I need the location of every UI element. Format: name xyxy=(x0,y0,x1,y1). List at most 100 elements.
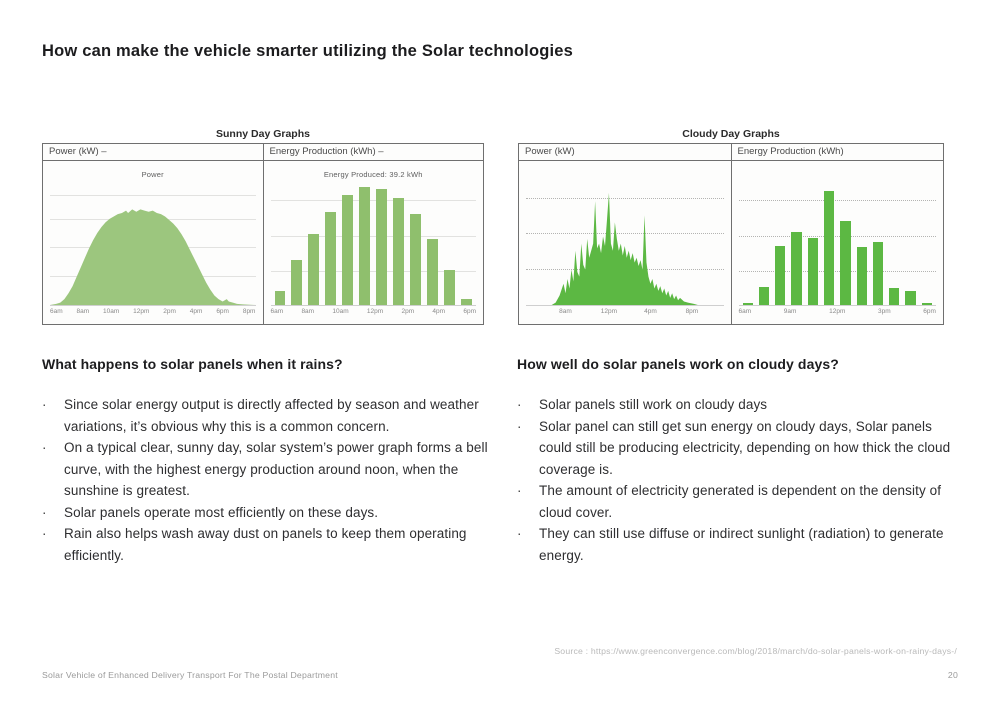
cloudy-energy-plot xyxy=(739,187,937,305)
x-tick-label: 8pm xyxy=(685,308,699,315)
bar xyxy=(444,269,455,305)
gridline xyxy=(526,197,724,199)
x-tick-label: 6pm xyxy=(923,308,936,315)
bullet-marker-icon: · xyxy=(42,397,47,412)
bullet-item: · Solar panel can still get sun energy on… xyxy=(517,416,962,481)
bullet-marker-icon: · xyxy=(517,526,522,541)
cloudy-energy-panel: Energy Production (kWh) 6am 9am 12pm 3pm 6pm xyxy=(731,144,944,324)
cloudy-energy-chart: 6am 9am 12pm 3pm 6pm xyxy=(738,187,937,315)
x-tick-label: 6am xyxy=(270,308,284,315)
bar xyxy=(410,214,422,305)
cloudy-energy-chart-area: 6am 9am 12pm 3pm 6pm xyxy=(732,161,944,324)
gridline xyxy=(270,270,476,272)
cloudy-power-chart-area: 8am 12pm 4pm 8pm xyxy=(519,161,731,324)
x-tick-label: 6pm xyxy=(463,308,476,315)
bar xyxy=(823,190,835,305)
footer-document-title: Solar Vehicle of Enhanced Delivery Trans… xyxy=(42,670,338,680)
sunny-day-figure: Sunny Day Graphs Power (kW) – Power 6am 8… xyxy=(42,128,484,325)
bullet-text: Solar panel can still get sun energy on … xyxy=(539,418,951,477)
x-tick-label: 2pm xyxy=(163,308,176,315)
cloudy-power-panel: Power (kW) 8am 12pm 4pm 8pm xyxy=(519,144,732,324)
x-tick-label: 12pm xyxy=(133,308,150,315)
x-tick-label: 4pm xyxy=(432,308,446,315)
sunny-energy-panel: Energy Production (kWh) – Energy Produce… xyxy=(263,144,484,324)
cloudy-figure-title: Cloudy Day Graphs xyxy=(682,128,780,140)
right-text-column: How well do solar panels work on cloudy … xyxy=(517,356,962,566)
sunny-power-header: Power (kW) – xyxy=(43,144,263,161)
bar xyxy=(905,290,916,305)
x-tick-label: 6pm xyxy=(216,308,229,315)
footer: Solar Vehicle of Enhanced Delivery Trans… xyxy=(42,670,958,680)
sunny-energy-plot xyxy=(271,187,477,305)
cloudy-energy-x-axis: 6am 9am 12pm 3pm 6pm xyxy=(739,308,937,315)
bullet-item: · Rain also helps wash away dust on panel… xyxy=(42,523,504,566)
sunny-energy-x-axis: 6am 8am 10am 12pm 2pm 4pm 6pm xyxy=(271,308,477,315)
x-tick-label: 9am xyxy=(783,308,797,315)
bullet-text: They can still use diffuse or indirect s… xyxy=(539,526,944,563)
bar xyxy=(308,234,320,305)
bar xyxy=(742,302,753,305)
bar xyxy=(427,238,439,305)
bullet-text: Solar panels still work on cloudy days xyxy=(539,397,768,412)
source-citation: Source : https://www.greenconvergence.co… xyxy=(554,646,957,656)
x-tick-label: 6am xyxy=(738,308,752,315)
cloudy-day-figure: Cloudy Day Graphs Power (kW) 8am 12pm 4pm 8… xyxy=(518,128,944,325)
x-tick-label: 4pm xyxy=(189,308,203,315)
gridline xyxy=(50,195,256,197)
gridline xyxy=(270,200,476,202)
bullet-text: Solar panels operate most efficiently on… xyxy=(64,504,379,520)
x-tick-label: 4pm xyxy=(644,308,657,315)
bar xyxy=(889,288,900,305)
bar xyxy=(872,242,884,305)
x-tick-label: 8am xyxy=(301,308,315,315)
bullet-marker-icon: · xyxy=(517,483,522,498)
right-bullet-list: · Solar panels still work on cloudy days ·… xyxy=(517,394,962,566)
bar xyxy=(325,211,337,305)
bar xyxy=(807,237,818,305)
bullet-marker-icon: · xyxy=(517,418,522,434)
x-tick-label: 12pm xyxy=(366,308,384,315)
gridline xyxy=(526,233,724,235)
sunny-energy-header: Energy Production (kWh) – xyxy=(263,144,483,161)
page-number: 20 xyxy=(947,670,958,680)
bullet-marker-icon: · xyxy=(42,526,47,541)
bar xyxy=(921,302,933,305)
cloudy-power-header: Power (kW) xyxy=(519,144,731,161)
bullet-item: · Solar panels still work on cloudy days xyxy=(517,394,962,416)
gridline xyxy=(270,235,476,237)
x-tick-label: 10am xyxy=(332,308,349,315)
x-tick-label: 10am xyxy=(103,308,120,315)
sunny-power-series-label: Power xyxy=(141,170,164,179)
sunny-energy-total-label: Energy Produced: 39.2 kWh xyxy=(323,170,423,179)
sunny-energy-chart-area: Energy Produced: 39.2 kWh 6am 8am 10am 12pm… xyxy=(264,161,484,324)
charts-row: Sunny Day Graphs Power (kW) – Power 6am 8… xyxy=(42,128,960,325)
x-tick-label: 8am xyxy=(76,308,90,315)
bar xyxy=(791,231,802,305)
x-tick-label: 12pm xyxy=(829,308,846,315)
x-tick-label: 8pm xyxy=(242,308,256,315)
left-text-column: What happens to solar panels when it rai… xyxy=(42,356,504,566)
cloudy-power-chart: 8am 12pm 4pm 8pm xyxy=(526,187,724,315)
bullet-item: · Since solar energy output is directly a… xyxy=(42,394,504,437)
x-tick-label: 3pm xyxy=(878,308,891,315)
bullet-marker-icon: · xyxy=(517,397,522,412)
x-tick-label: 12pm xyxy=(600,308,618,315)
left-bullet-list: · Since solar energy output is directly a… xyxy=(42,394,504,566)
gridline xyxy=(738,235,936,237)
left-column-heading: What happens to solar panels when it rai… xyxy=(42,356,343,372)
x-tick-label: 6am xyxy=(50,308,63,315)
x-tick-label: 8am xyxy=(559,308,572,315)
gridline xyxy=(738,270,936,272)
page-title: How can make the vehicle smarter utilizi… xyxy=(42,42,574,60)
bullet-marker-icon: · xyxy=(42,504,47,520)
bar xyxy=(393,197,405,305)
right-column-heading: How well do solar panels work on cloudy … xyxy=(517,356,839,372)
bullet-item: · Solar panels operate most efficiently o… xyxy=(42,502,504,524)
bar xyxy=(758,287,770,305)
sunny-figure-box: Power (kW) – Power 6am 8am 10am 12pm 2pm 4pm 6… xyxy=(42,143,484,325)
bar xyxy=(274,290,286,305)
bullet-text: Since solar energy output is directly af… xyxy=(64,397,479,434)
sunny-power-panel: Power (kW) – Power 6am 8am 10am 12pm 2pm 4pm 6… xyxy=(43,144,264,324)
sunny-power-x-axis: 6am 8am 10am 12pm 2pm 4pm 6pm 8pm xyxy=(50,308,256,315)
